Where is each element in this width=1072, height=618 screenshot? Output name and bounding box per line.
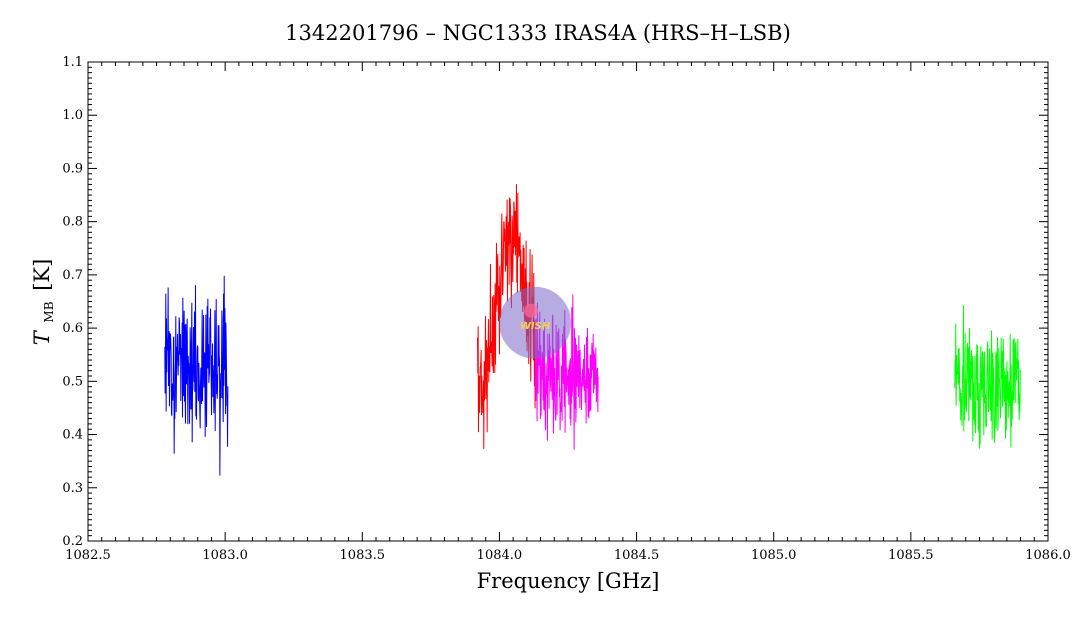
spectrum-series-1: [164, 275, 229, 476]
chart-title: 1342201796 – NGC1333 IRAS4A (HRS–H–LSB): [285, 21, 791, 45]
y-tick-label: 0.2: [62, 534, 83, 549]
y-axis-label-unit: [K]: [30, 259, 54, 291]
x-tick-label: 1084.0: [477, 548, 523, 563]
wish-logo: WISH: [499, 286, 572, 359]
series-layer: [164, 184, 1022, 476]
wish-logo-text: WISH: [520, 321, 551, 332]
x-tick-label: 1082.5: [65, 548, 111, 563]
y-tick-label: 0.6: [62, 321, 83, 336]
x-axis-label: Frequency [GHz]: [477, 569, 660, 593]
y-tick-label: 0.9: [62, 161, 83, 176]
wish-logo-star: [524, 303, 539, 318]
y-tick-labels: 0.2 0.3 0.4 0.5 0.6 0.7 0.8 0.9 1.0 1.1: [62, 55, 83, 549]
y-axis-label: T MB [K]: [30, 259, 58, 346]
x-tick-label: 1085.0: [751, 548, 797, 563]
wish-logo-disc: [499, 286, 572, 359]
x-tick-labels: 1082.5 1083.0 1083.5 1084.0 1084.5 1085.0 1085…: [65, 548, 1071, 563]
svg-text:T MB [K]: T MB [K]: [30, 259, 58, 346]
y-tick-label: 0.4: [62, 428, 83, 443]
x-tick-label: 1084.5: [614, 548, 660, 563]
y-tick-label: 1.1: [62, 55, 83, 70]
y-tick-label: 0.8: [62, 215, 83, 230]
plot-frame: [87, 61, 1049, 542]
x-tick-label: 1083.0: [202, 548, 248, 563]
y-axis-label-sub: MB: [42, 301, 56, 322]
spectrum-series-3: [534, 294, 599, 450]
y-tick-label: 0.3: [62, 481, 83, 496]
y-tick-label: 0.7: [62, 268, 83, 283]
y-axis-label-main: T: [30, 329, 54, 345]
y-tick-label: 0.5: [62, 374, 83, 389]
x-tick-label: 1083.5: [340, 548, 386, 563]
x-tick-label: 1085.5: [888, 548, 934, 563]
spectrum-series-4: [954, 304, 1022, 449]
spectrum-series-2: [476, 184, 536, 450]
y-tick-label: 1.0: [62, 108, 83, 123]
x-tick-label: 1086.0: [1025, 548, 1071, 563]
axis-ticks: [87, 61, 1049, 542]
